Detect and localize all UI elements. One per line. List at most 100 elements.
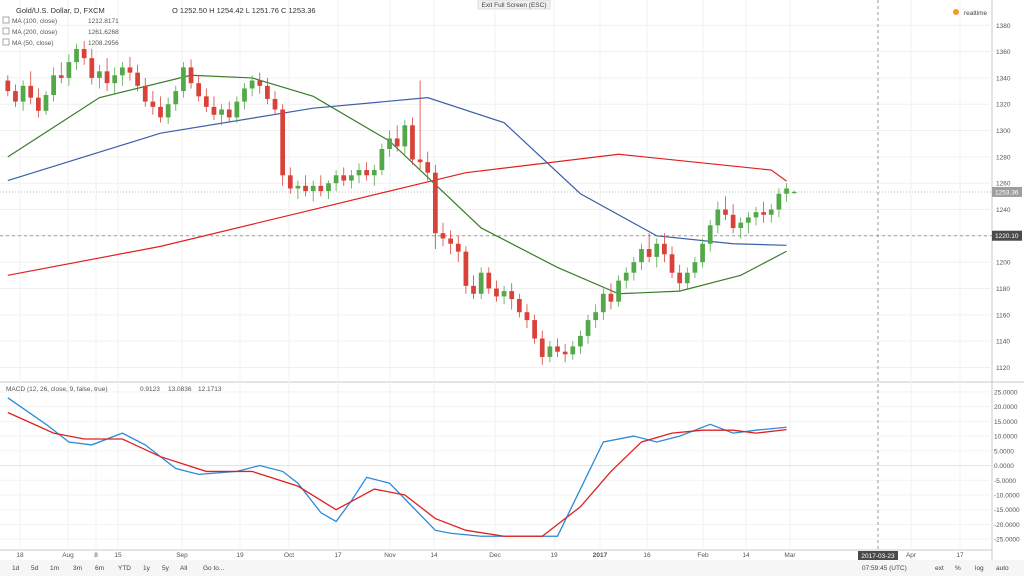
- price-tick-label: 1120: [996, 365, 1010, 372]
- legend-ma200-value: 1261.6268: [88, 29, 119, 36]
- log-toggle[interactable]: log: [975, 565, 984, 572]
- candle-body: [578, 335, 583, 347]
- ext-toggle[interactable]: ext: [935, 565, 944, 572]
- candle-body: [662, 243, 667, 255]
- price-tick-label: 1240: [996, 207, 1011, 214]
- legend-toggle-icon[interactable]: [2, 27, 10, 35]
- period-button[interactable]: 1y: [143, 565, 151, 572]
- exit-fullscreen-button[interactable]: [477, 0, 551, 10]
- candle-body: [119, 67, 125, 76]
- candle-body: [547, 346, 553, 357]
- candle-body: [654, 243, 660, 257]
- macd-tick-label: 10.0000: [994, 434, 1018, 441]
- candle-body: [394, 138, 400, 147]
- candle-body: [600, 293, 606, 313]
- auto-toggle[interactable]: auto: [996, 565, 1009, 572]
- candle-body: [639, 249, 644, 263]
- crosshair-price-tag-bg: [992, 230, 1022, 241]
- candle-body: [364, 170, 370, 176]
- candle-body: [287, 175, 293, 189]
- candle-body: [203, 96, 209, 107]
- crosshair-price-tag: 1220.10: [995, 233, 1019, 240]
- time-tick-label: Aug: [62, 552, 74, 559]
- signal-line: [7, 411, 787, 537]
- candle-body: [234, 101, 240, 118]
- period-button[interactable]: 3m: [73, 565, 82, 572]
- period-button[interactable]: 1d: [12, 565, 20, 572]
- legend-toggle-icon[interactable]: [2, 38, 10, 46]
- time-tick-label: 19: [236, 552, 244, 559]
- candle-body: [349, 175, 354, 181]
- macd-tick-label: 15.0000: [994, 419, 1018, 426]
- candle-body: [89, 58, 95, 78]
- symbol-title: Gold/U.S. Dollar, D, FXCM: [16, 6, 105, 15]
- candle-body: [768, 209, 774, 215]
- candle-body: [74, 48, 79, 63]
- period-button[interactable]: Go to...: [203, 565, 225, 572]
- candle-body: [463, 251, 469, 286]
- legend-ma50-value: 1208.2956: [88, 40, 119, 47]
- period-button[interactable]: 6m: [95, 565, 104, 572]
- macd-value-3: 12.1713: [198, 386, 222, 393]
- candle-body: [226, 109, 232, 118]
- candle-body: [303, 185, 308, 192]
- realtime-label[interactable]: realtime: [964, 10, 988, 17]
- candle-body: [501, 291, 507, 297]
- macd-tick-label: -20.0000: [994, 522, 1020, 529]
- candles: [5, 41, 797, 365]
- macd-tick-label: 0.0000: [994, 463, 1014, 470]
- macd-tick-label: 25.0000: [994, 389, 1018, 396]
- time-tick-label: Sep: [176, 552, 188, 559]
- time-tick-label: 14: [742, 552, 750, 559]
- candle-body: [333, 175, 339, 184]
- candle-body: [532, 320, 537, 339]
- macd-tick-label: -10.0000: [994, 492, 1020, 499]
- last-price-tag-bg: [992, 186, 1022, 197]
- candle-body: [371, 170, 377, 176]
- period-button[interactable]: 1m: [50, 565, 59, 572]
- price-tick-label: 1200: [996, 260, 1011, 267]
- legend-ma200-label: MA (200, close): [12, 29, 57, 36]
- period-button[interactable]: 5y: [162, 565, 170, 572]
- macd-legend: MACD (12, 26, close, 9, false, true) 0.9…: [6, 386, 222, 393]
- time-tick-label: 19: [550, 552, 558, 559]
- candle-body: [738, 222, 744, 228]
- candle-body: [20, 85, 26, 102]
- candle-body: [494, 288, 499, 297]
- axes: 1120114011601180120012201240126012801300…: [16, 23, 1022, 560]
- legend-ma100-label: MA (100, close): [12, 18, 57, 25]
- time-tick-label: 18: [16, 552, 24, 559]
- candle-body: [135, 72, 140, 86]
- macd-tick-label: -15.0000: [994, 507, 1020, 514]
- macd-tick-label: 20.0000: [994, 404, 1018, 411]
- macd-pane: [0, 397, 992, 537]
- candle-body: [112, 75, 118, 84]
- candle-body: [509, 291, 515, 300]
- candle-body: [585, 320, 591, 336]
- candle-body: [280, 109, 286, 176]
- percent-toggle[interactable]: %: [955, 565, 961, 572]
- macd-tick-label: -25.0000: [994, 537, 1020, 544]
- macd-tick-label: 5.0000: [994, 448, 1014, 455]
- candle-body: [326, 183, 331, 192]
- price-tick-label: 1340: [996, 75, 1011, 82]
- legend-toggle-icon[interactable]: [2, 16, 10, 24]
- time-tick-label: 2017: [593, 552, 608, 559]
- time-tick-label: Dec: [489, 552, 501, 559]
- time-tick-label: 15: [114, 552, 122, 559]
- period-button[interactable]: 5d: [31, 565, 39, 572]
- candle-body: [646, 249, 652, 257]
- time-tick-label: 16: [643, 552, 651, 559]
- period-button[interactable]: All: [180, 565, 188, 572]
- candle-body: [486, 272, 492, 289]
- candle-body: [28, 85, 34, 98]
- candle-body: [669, 254, 675, 273]
- candle-body: [104, 71, 110, 84]
- candle-body: [181, 67, 186, 92]
- candle-body: [432, 172, 438, 234]
- period-button[interactable]: YTD: [118, 565, 131, 572]
- candle-body: [631, 262, 637, 273]
- candle-body: [242, 88, 247, 102]
- candle-body: [58, 75, 64, 78]
- candle-body: [478, 272, 484, 294]
